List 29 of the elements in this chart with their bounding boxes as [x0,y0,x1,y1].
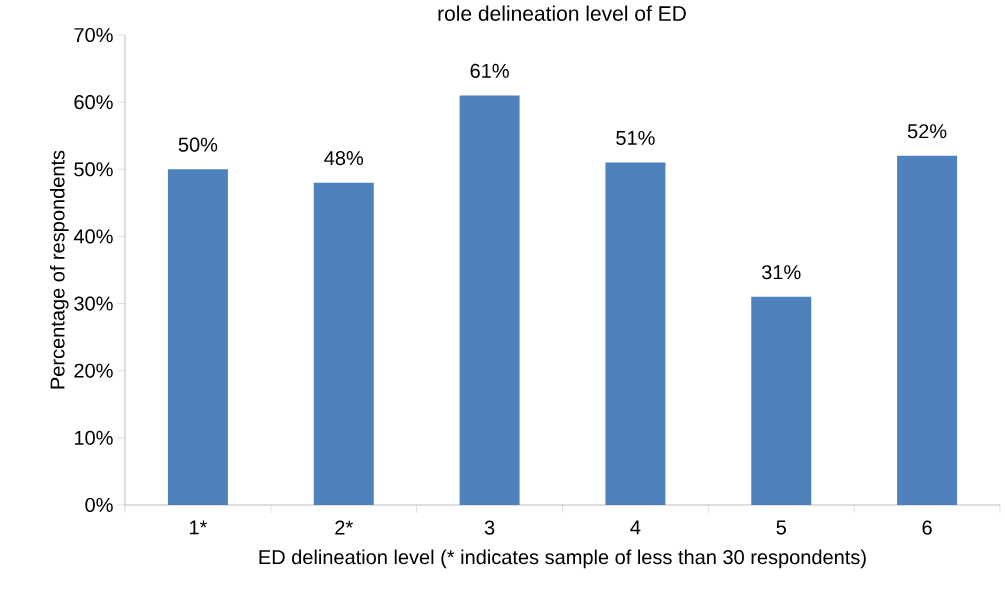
x-tick-label: 3 [484,520,495,535]
data-label: 48% [324,151,364,166]
x-tick-label: 2* [335,520,353,535]
x-axis-title: ED delineation level (* indicates sample of less than 30 respondents) [259,549,866,569]
x-tick-label: 4 [630,520,641,535]
data-label: 31% [762,265,801,280]
x-tick-label: 1* [189,520,208,535]
y-tick-label: 30% [74,296,113,311]
y-tick-label: 60% [74,95,113,110]
bar [751,296,812,505]
data-label: 52% [907,124,947,139]
y-tick-label: 70% [74,27,113,43]
bar [897,155,958,505]
bar [167,169,228,505]
y-tick-label: 0% [85,497,113,513]
data-label: 50% [178,137,218,152]
y-tick-label: 40% [73,229,113,244]
y-tick-label: 10% [74,430,113,445]
data-label: 51% [616,130,655,146]
bar [605,162,666,505]
bar [459,95,520,505]
y-tick-label: 50% [74,162,113,177]
data-label: 61% [470,63,509,78]
x-tick-label: 6 [922,520,932,535]
chart-title: role delineation level of ED [438,5,686,21]
y-tick-label: 20% [74,363,113,378]
x-tick-label: 5 [776,520,786,535]
bar [313,182,374,505]
y-axis-title: Percentage of respondents [49,150,69,389]
